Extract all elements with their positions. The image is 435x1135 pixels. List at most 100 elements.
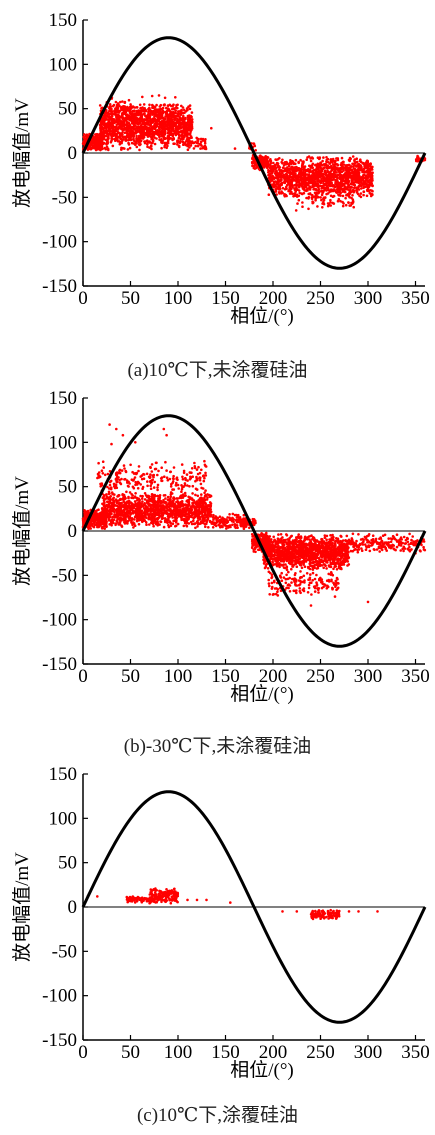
data-point (254, 149, 257, 152)
data-point (283, 195, 287, 198)
data-point (98, 104, 102, 107)
data-point (128, 133, 132, 137)
data-point (177, 121, 180, 124)
data-point (100, 132, 103, 136)
data-point (329, 198, 332, 202)
data-point (164, 110, 167, 114)
data-point (180, 122, 184, 126)
data-point (113, 137, 117, 141)
data-point (120, 146, 123, 150)
data-point (311, 170, 314, 173)
data-point (322, 184, 326, 187)
data-point (183, 491, 187, 495)
data-point (187, 522, 191, 525)
data-point (321, 206, 324, 209)
data-point (286, 169, 290, 172)
y-tick-label: 100 (49, 54, 78, 75)
data-point (350, 178, 354, 182)
data-point (188, 146, 191, 149)
data-point (105, 130, 108, 134)
data-point (107, 127, 111, 130)
data-point (275, 182, 279, 185)
data-point (301, 201, 304, 204)
data-point (132, 126, 136, 130)
data-point (341, 165, 345, 169)
data-point (267, 176, 271, 180)
data-point (190, 111, 194, 114)
data-point (167, 138, 170, 141)
data-point (145, 131, 148, 135)
data-point (201, 146, 204, 150)
data-point (113, 112, 116, 116)
data-point (147, 107, 150, 111)
data-point (141, 122, 145, 125)
data-point (135, 131, 138, 134)
data-point (134, 143, 137, 147)
data-point (115, 135, 119, 138)
data-point (253, 167, 257, 170)
data-point (272, 185, 275, 188)
data-point (147, 508, 151, 512)
data-point (306, 156, 309, 159)
data-point (117, 128, 120, 131)
data-point (108, 103, 112, 106)
y-tick-label: 0 (68, 521, 78, 542)
data-point (319, 196, 322, 199)
data-point (189, 144, 193, 147)
data-point (195, 136, 198, 140)
data-point (353, 183, 357, 187)
data-point (332, 184, 336, 187)
data-point (120, 524, 123, 527)
data-point (132, 113, 135, 116)
x-tick-label: 250 (306, 666, 335, 687)
data-point (171, 127, 175, 130)
data-point (139, 115, 143, 119)
data-point (149, 135, 153, 138)
data-point (293, 188, 297, 192)
data-point (127, 116, 130, 119)
data-point (353, 181, 356, 184)
data-point (143, 498, 147, 501)
data-point (96, 145, 100, 148)
data-point (116, 106, 120, 109)
data-point (291, 184, 294, 188)
data-point (207, 526, 210, 529)
data-point (314, 193, 318, 197)
chart-caption: (a)10℃下,未涂覆硅油 (127, 360, 308, 381)
y-tick-label: 0 (68, 143, 78, 164)
data-point (336, 158, 340, 162)
data-point (123, 147, 126, 150)
data-point (174, 111, 177, 115)
data-point (149, 119, 152, 122)
data-point (137, 138, 140, 142)
data-point (298, 191, 302, 195)
data-point (317, 186, 320, 189)
data-point (341, 204, 345, 208)
data-point (129, 115, 132, 118)
data-point (185, 524, 188, 527)
data-point (285, 174, 288, 177)
data-point (91, 146, 95, 150)
data-point (87, 527, 90, 530)
data-point (294, 162, 297, 166)
data-point (340, 179, 343, 182)
data-point (109, 109, 112, 112)
data-point (417, 158, 421, 162)
data-point (352, 205, 356, 209)
data-point (93, 523, 97, 527)
x-tick-label: 350 (401, 288, 430, 309)
data-point (329, 188, 332, 191)
data-point (370, 168, 374, 171)
data-point (286, 166, 289, 169)
data-point (357, 172, 361, 175)
x-tick-label: 0 (78, 666, 88, 687)
data-point (363, 176, 366, 180)
data-point (170, 111, 174, 115)
data-point (171, 107, 175, 110)
data-point (175, 103, 178, 107)
data-point (294, 158, 298, 162)
data-point (359, 192, 363, 195)
y-axis-title: 放电幅值/mV (11, 476, 33, 586)
data-point (203, 141, 207, 145)
